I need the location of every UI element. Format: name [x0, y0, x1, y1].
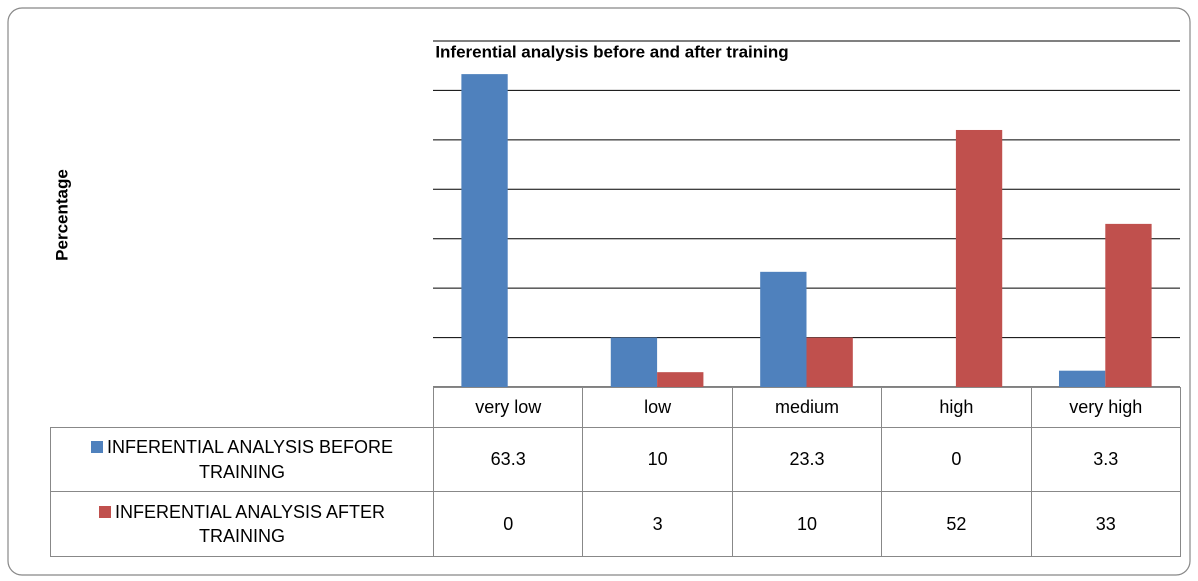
bar: [461, 74, 508, 388]
table-value: 52: [881, 491, 1032, 557]
bar: [657, 372, 704, 387]
table-value: 10: [582, 427, 733, 492]
legend-entry: INFERENTIAL ANALYSIS BEFORE TRAINING: [50, 427, 434, 492]
x-tick-label: low: [582, 387, 733, 428]
legend-swatch: [98, 505, 111, 518]
chart-border: [7, 7, 1191, 576]
y-axis-label: Percentage: [52, 169, 71, 261]
x-tick-label: medium: [731, 387, 883, 428]
table-value: 63.3: [433, 427, 584, 492]
legend-text-block: INFERENTIAL ANALYSIS AFTER TRAINING: [59, 500, 425, 549]
bar: [1105, 223, 1152, 387]
table-value: 0: [433, 491, 584, 557]
x-tick-label: very high: [1030, 387, 1181, 428]
bar: [806, 337, 853, 387]
x-tick-label: high: [881, 387, 1032, 428]
table-value: 10: [731, 491, 883, 557]
legend-label: INFERENTIAL ANALYSIS BEFORE TRAINING: [106, 437, 394, 482]
legend-label: INFERENTIAL ANALYSIS AFTER TRAINING: [114, 501, 386, 546]
x-tick-label: very low: [433, 387, 584, 428]
table-value: 23.3: [731, 427, 883, 492]
legend-swatch: [90, 441, 103, 454]
table-value: 3: [582, 491, 733, 557]
table-value: 3.3: [1030, 427, 1181, 492]
bar: [760, 271, 807, 387]
legend-text-block: INFERENTIAL ANALYSIS BEFORE TRAINING: [59, 435, 425, 484]
bar: [955, 129, 1003, 387]
table-value: 0: [881, 427, 1032, 492]
table-value: 33: [1030, 491, 1181, 557]
bar: [1058, 370, 1106, 387]
chart-title: Inferential analysis before and after tr…: [435, 42, 788, 61]
legend-entry: INFERENTIAL ANALYSIS AFTER TRAINING: [50, 491, 434, 557]
bar: [610, 337, 658, 387]
